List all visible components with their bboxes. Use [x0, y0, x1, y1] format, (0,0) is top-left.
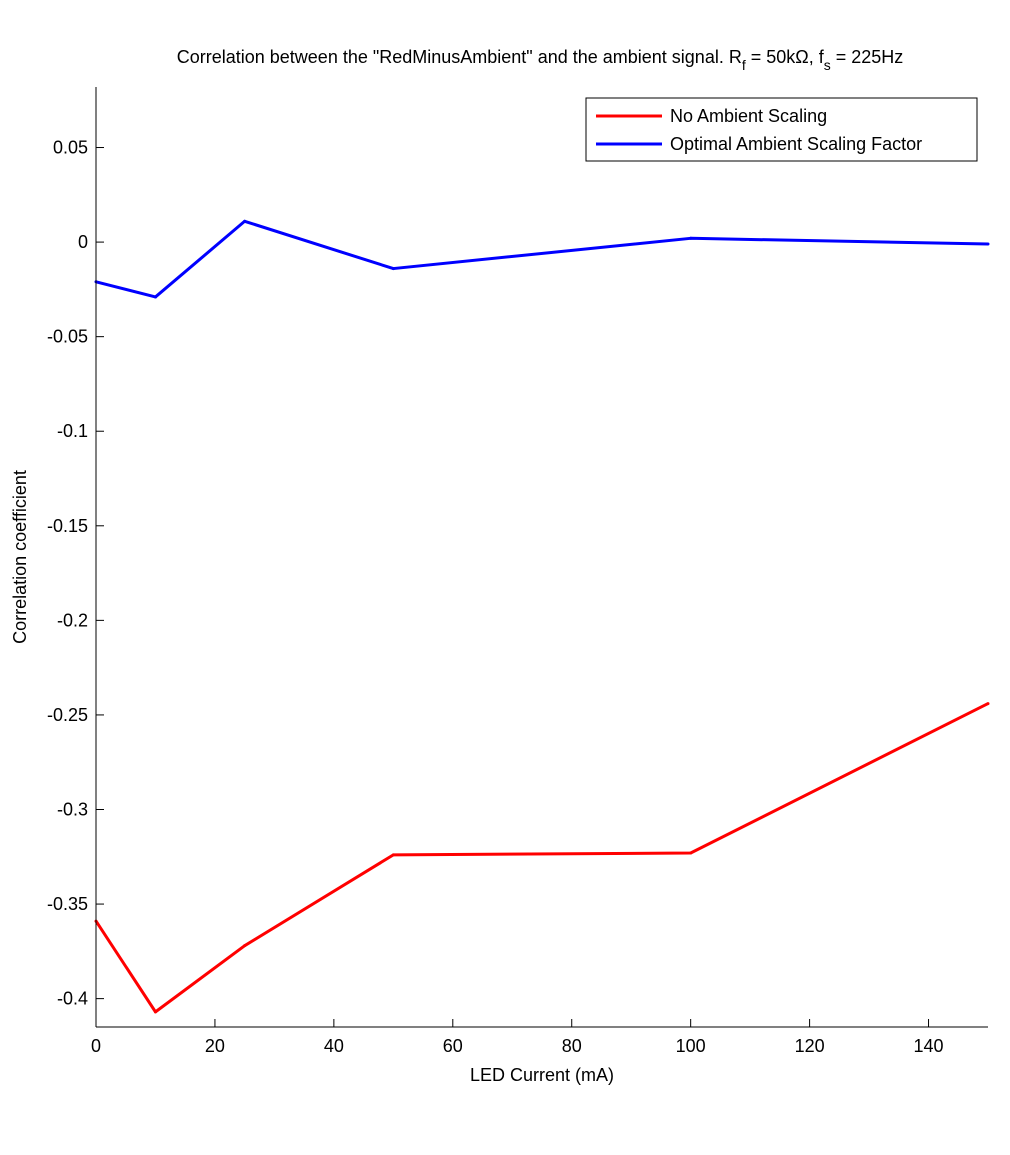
- svg-text:Correlation between the "RedMi: Correlation between the "RedMinusAmbient…: [177, 47, 904, 73]
- y-axis-ticks: 0.05 0 -0.05 -0.1 -0.15 -0.2 -0.25 -0.3 -0.35 -0.…: [47, 138, 104, 1009]
- y-tick-label: -0.15: [47, 516, 88, 536]
- chart-title-r-sub: f: [742, 57, 746, 73]
- legend-label: Optimal Ambient Scaling Factor: [670, 134, 922, 154]
- legend-label: No Ambient Scaling: [670, 106, 827, 126]
- data-point: [391, 853, 395, 857]
- x-tick-label: 80: [562, 1036, 582, 1056]
- y-tick-label: 0: [78, 232, 88, 252]
- legend-box: [585, 97, 978, 162]
- series-line-no-ambient-scaling: [94, 702, 989, 1014]
- chart-title: Correlation between the "RedMinusAmbient…: [177, 47, 904, 73]
- x-axis-label: LED Current (mA): [470, 1065, 614, 1085]
- legend: No Ambient Scaling Optimal Ambient Scalin…: [585, 97, 978, 162]
- data-point: [689, 236, 693, 240]
- y-tick-label: -0.25: [47, 705, 88, 725]
- y-tick-label: -0.1: [57, 421, 88, 441]
- x-tick-label: 100: [676, 1036, 706, 1056]
- x-tick-label: 40: [324, 1036, 344, 1056]
- data-point: [153, 295, 157, 299]
- x-tick-label: 20: [205, 1036, 225, 1056]
- y-tick-label: -0.2: [57, 610, 88, 630]
- chart-title-f-sub: s: [824, 57, 831, 73]
- data-point: [391, 267, 395, 271]
- data-series: [94, 219, 990, 1014]
- x-axis-ticks: 0 20 40 60 80 100 120 140: [91, 1019, 944, 1056]
- data-point: [986, 242, 990, 246]
- y-tick-label: -0.4: [57, 989, 88, 1009]
- chart-title-mid: = 50kΩ, f: [746, 47, 825, 67]
- x-tick-label: 140: [914, 1036, 944, 1056]
- chart-title-end: = 225Hz: [831, 47, 904, 67]
- data-point: [986, 702, 990, 706]
- x-tick-label: 120: [795, 1036, 825, 1056]
- x-tick-label: 60: [443, 1036, 463, 1056]
- y-tick-label: -0.35: [47, 894, 88, 914]
- data-point: [689, 851, 693, 855]
- series-line-optimal-ambient-scaling: [95, 219, 989, 299]
- y-axis-label: Correlation coefficient: [10, 470, 30, 644]
- plot-area: [96, 87, 988, 1027]
- y-tick-label: 0.05: [53, 138, 88, 158]
- data-point: [243, 944, 247, 948]
- data-point: [153, 1010, 157, 1014]
- data-point: [243, 219, 247, 223]
- y-tick-label: -0.05: [47, 327, 88, 347]
- y-tick-label: -0.3: [57, 799, 88, 819]
- x-tick-label: 0: [91, 1036, 101, 1056]
- chart-title-main: Correlation between the "RedMinusAmbient…: [177, 47, 742, 67]
